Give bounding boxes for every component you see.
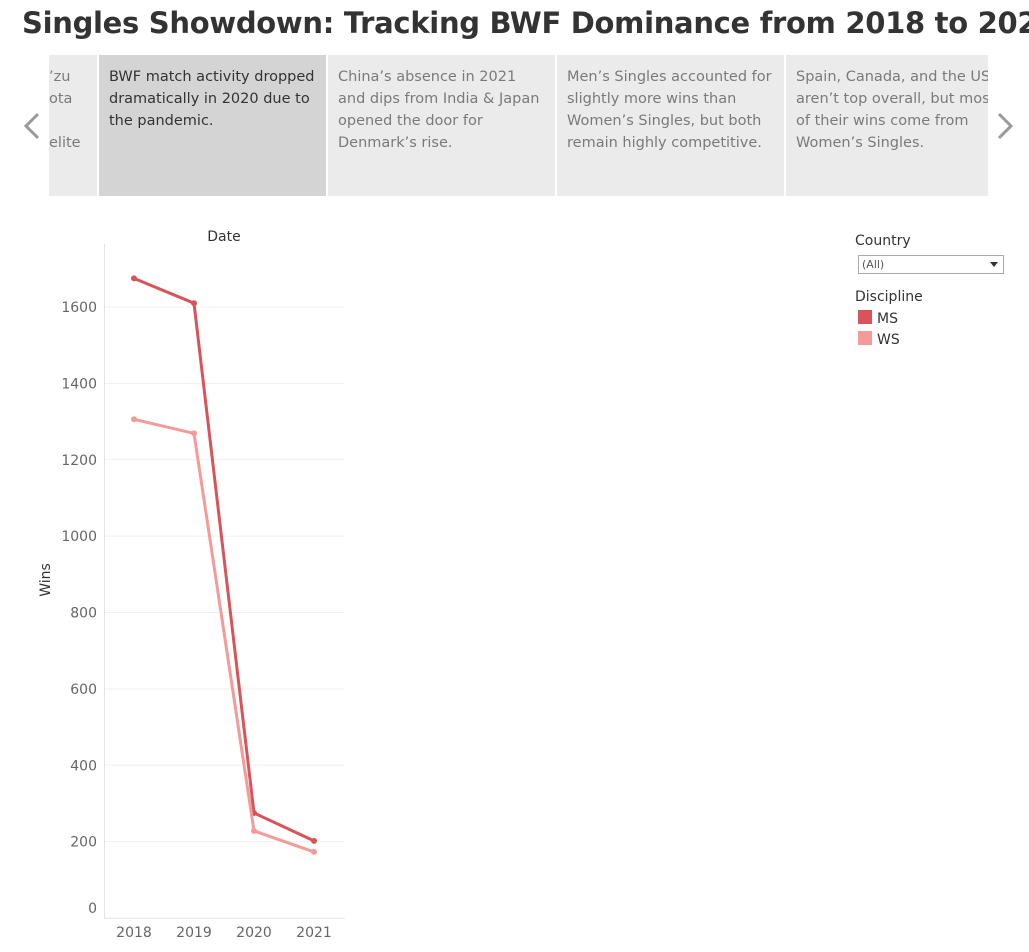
y-axis-title: Wins [38, 563, 54, 597]
column-header: Date [207, 229, 240, 245]
legend-label: MS [877, 311, 898, 327]
data-point [131, 416, 137, 423]
country-dropdown[interactable]: (All) [858, 255, 1004, 274]
data-point [251, 827, 257, 834]
y-tick-label: 1400 [61, 376, 97, 392]
data-point [191, 300, 197, 307]
story-point[interactable]: Men’s Singles accounted for slightly mor… [557, 55, 784, 196]
story-point[interactable]: China’s absence in 2021 and dips from In… [328, 55, 555, 196]
dropdown-value: (All) [862, 258, 884, 271]
y-tick-label: 1000 [61, 529, 97, 545]
x-tick-label: 2018 [116, 925, 152, 941]
dropdown-caret [990, 262, 998, 267]
x-tick-label: 2019 [176, 925, 212, 941]
y-tick-label: 0 [88, 901, 97, 917]
x-tick-label: 2020 [236, 925, 272, 941]
caption-fragment: ota [49, 91, 73, 107]
legend-swatch [858, 331, 872, 345]
caption-fragment: elite [49, 135, 81, 151]
legend-title: Discipline [855, 289, 923, 305]
x-tick-label: 2021 [296, 925, 332, 941]
data-point [311, 848, 317, 855]
prev-arrow[interactable] [23, 112, 40, 140]
data-point [311, 837, 317, 844]
y-tick-label: 600 [70, 682, 97, 698]
dropdown-box [858, 255, 1004, 274]
caption-fragment: ’zu [49, 69, 71, 85]
story-point[interactable]: Spain, Canada, and the US aren’t top ove… [786, 55, 988, 196]
story-point-partial[interactable]: ’zu ota elite [49, 55, 97, 196]
data-point [131, 275, 137, 282]
data-point [251, 809, 257, 816]
series-line [133, 417, 315, 854]
legend-swatch [858, 310, 872, 324]
data-point [191, 430, 197, 437]
legend-label: WS [877, 332, 900, 348]
series-line [133, 276, 315, 843]
next-arrow[interactable] [997, 112, 1014, 140]
story-point[interactable]: BWF match activity dropped dramatically … [99, 55, 326, 196]
page-title: Singles Showdown: Tracking BWF Dominance… [22, 6, 1029, 40]
y-tick-label: 200 [70, 835, 97, 851]
caption-text: Spain, Canada, and the US aren’t top ove… [796, 69, 988, 151]
y-tick-label: 400 [70, 758, 97, 774]
filter-title: Country [855, 233, 911, 249]
y-tick-label: 1600 [61, 300, 97, 316]
y-tick-label: 800 [70, 606, 97, 622]
y-tick-label: 1200 [61, 453, 97, 469]
